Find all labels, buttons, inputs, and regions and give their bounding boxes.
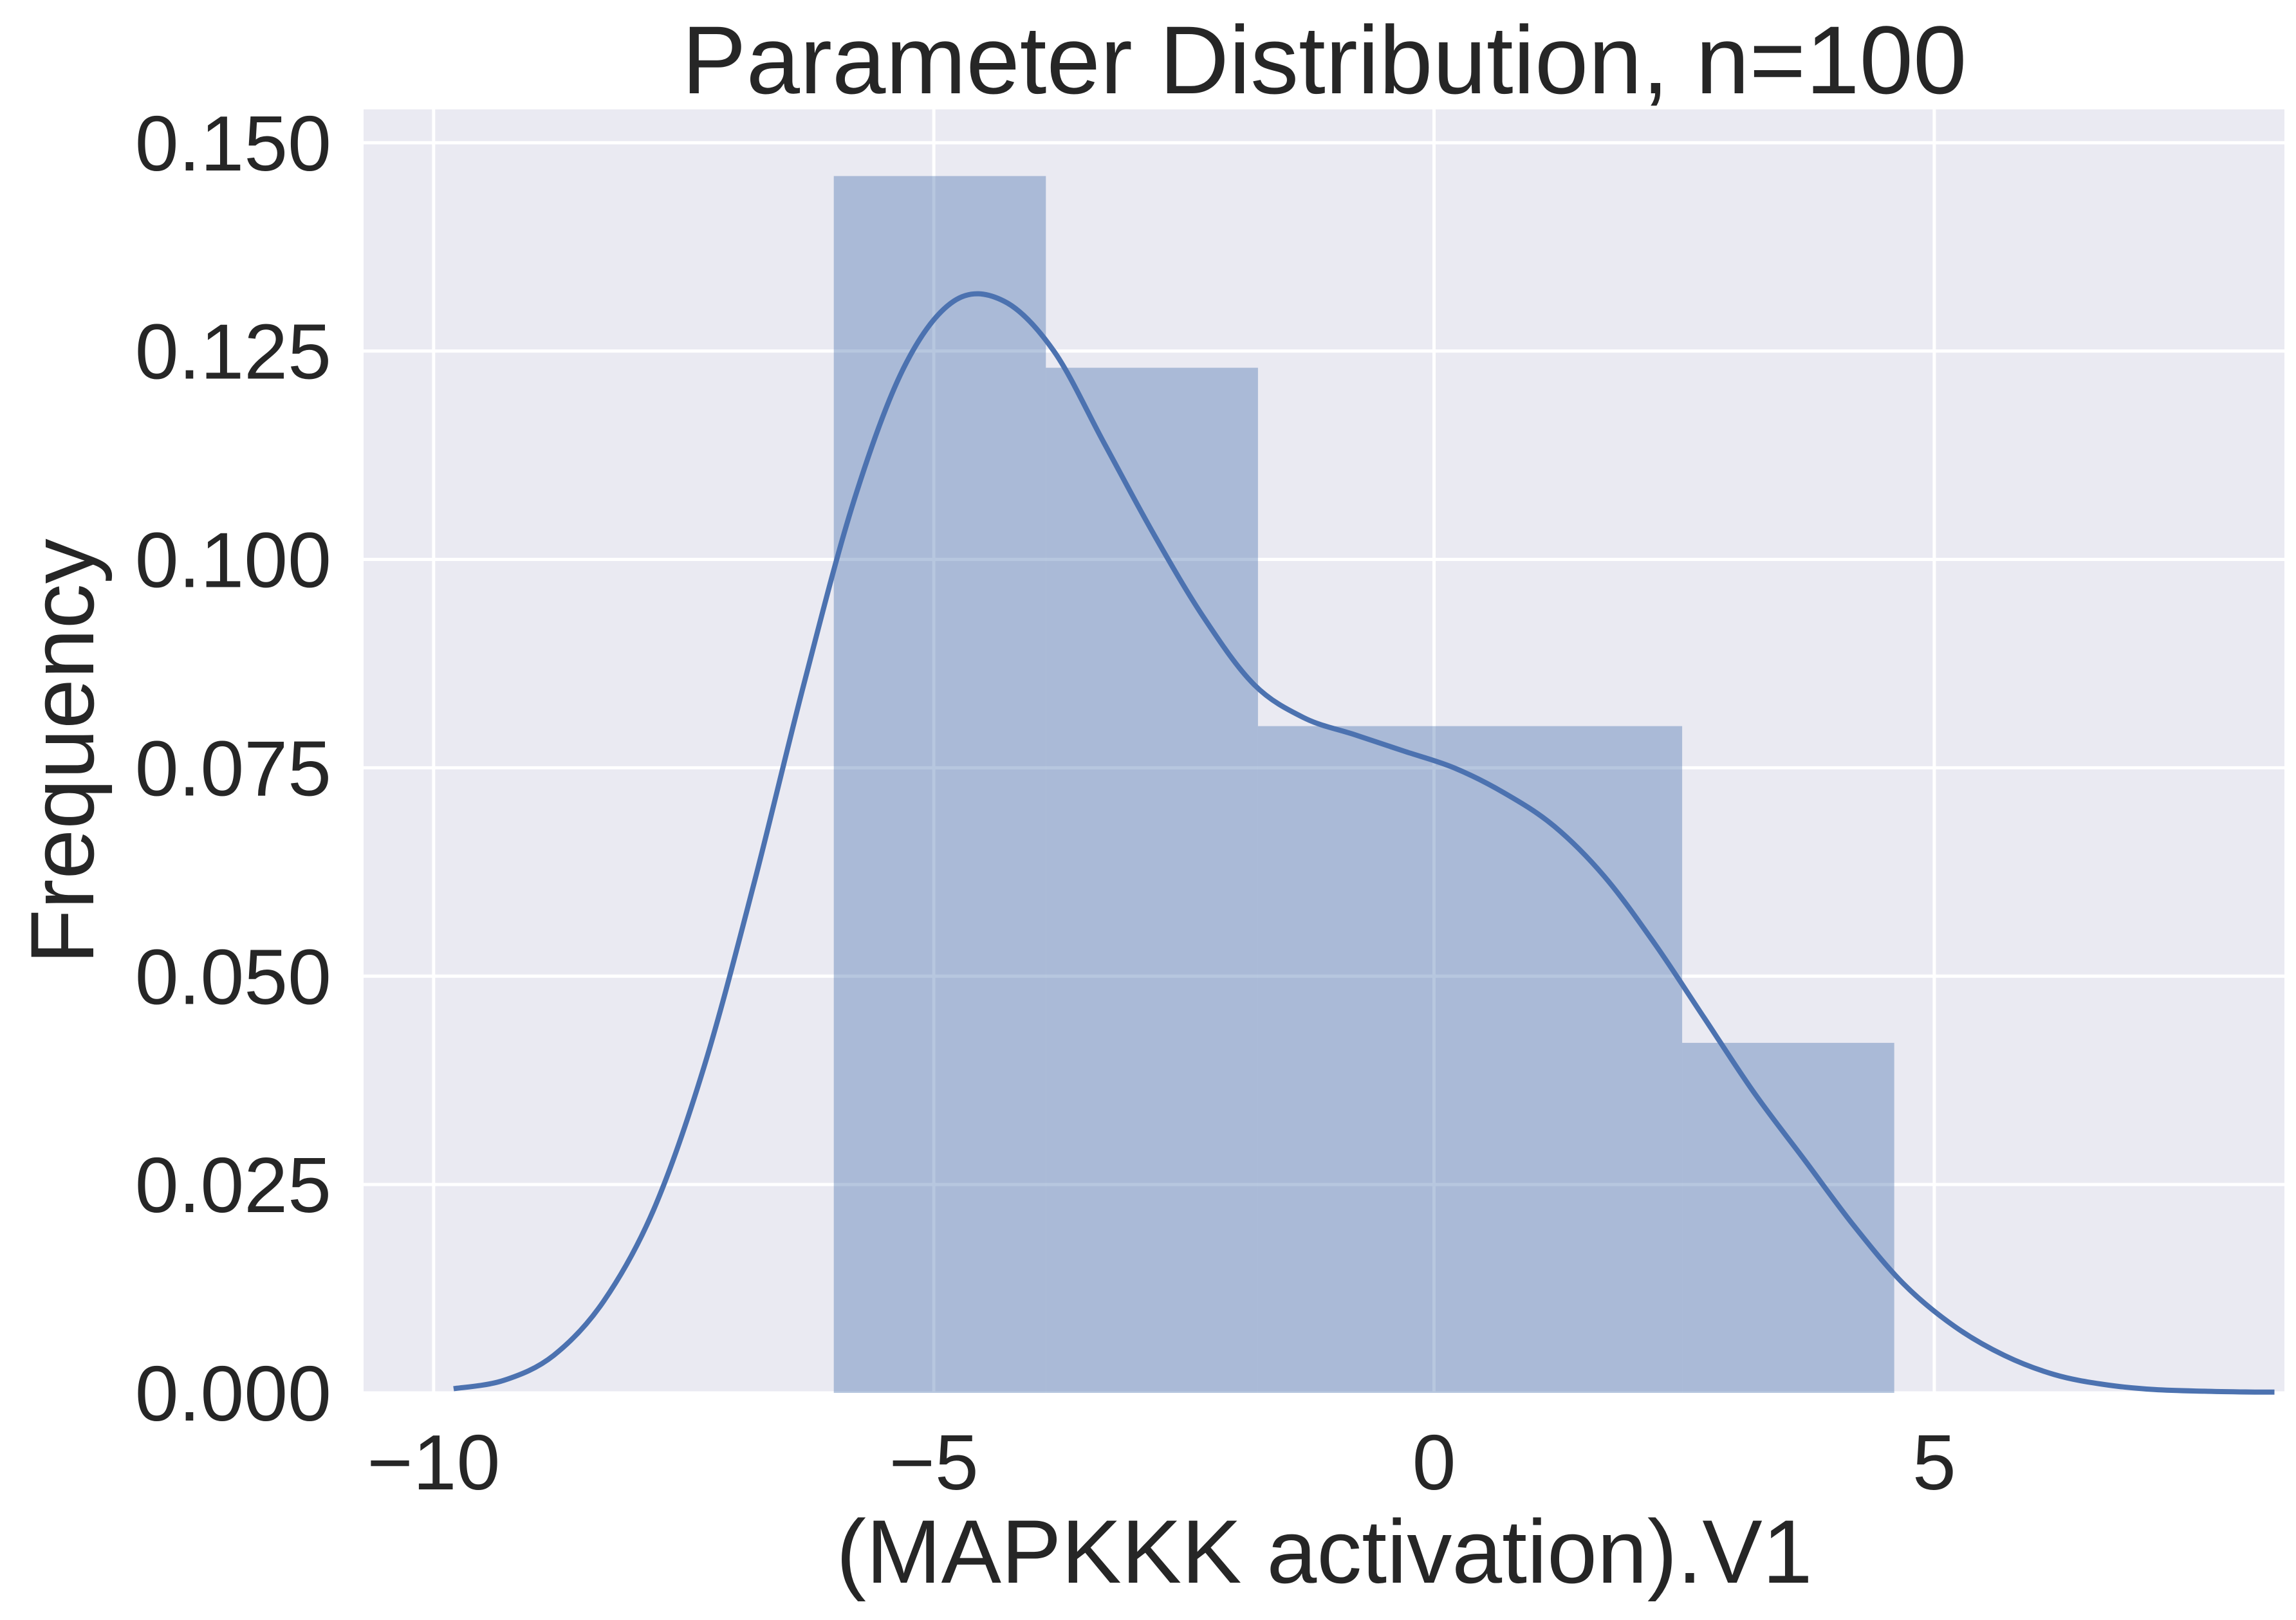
histogram-bar <box>1257 726 1470 1393</box>
y-axis-label: Frequency <box>12 538 113 964</box>
x-tick-label: 0 <box>1412 1419 1456 1506</box>
histogram-bars <box>833 176 1894 1394</box>
y-tick-label: 0.125 <box>135 308 331 396</box>
x-tick-labels: −10 −5 0 5 <box>367 1419 1956 1506</box>
histogram-bar <box>833 176 1046 1393</box>
kde-line <box>453 291 2275 1395</box>
x-axis-label: (MAPKKK activation).V1 <box>836 1501 1812 1602</box>
x-tick-label: −5 <box>889 1419 979 1506</box>
y-tick-label: 0.100 <box>135 517 331 604</box>
plot-background <box>364 109 2284 1393</box>
y-tick-label: 0.075 <box>135 724 331 812</box>
y-tick-label: 0.000 <box>135 1350 331 1437</box>
y-tick-label: 0.150 <box>135 100 331 187</box>
histogram-bar <box>1470 726 1683 1393</box>
histogram-bar <box>1046 367 1258 1394</box>
x-tick-label: −10 <box>367 1419 500 1506</box>
chart-title: Parameter Distribution, n=100 <box>682 6 1967 114</box>
y-tick-labels: 0.000 0.025 0.050 0.075 0.100 0.125 0.150 <box>135 100 331 1437</box>
y-tick-label: 0.050 <box>135 933 331 1020</box>
y-tick-label: 0.025 <box>135 1141 331 1229</box>
x-tick-label: 5 <box>1912 1419 1956 1506</box>
histogram-bar <box>1682 1042 1894 1393</box>
